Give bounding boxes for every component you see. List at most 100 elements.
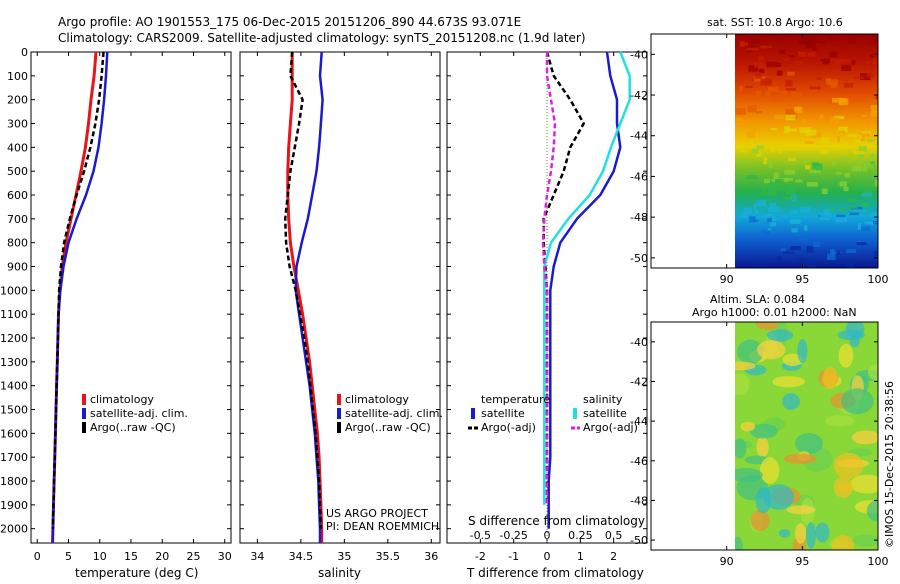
sst-cell <box>844 145 849 148</box>
x-tick-label: 10 <box>93 550 107 563</box>
sst-cell <box>789 219 801 223</box>
sst-cell <box>754 203 766 207</box>
lat-tick-label: -46 <box>630 455 648 468</box>
sst-cell <box>746 50 753 53</box>
sst-cell <box>836 214 846 218</box>
sst-cell <box>743 94 751 99</box>
sst-cell <box>820 149 828 155</box>
x-tick-label: 0 <box>544 550 551 563</box>
sst-cell <box>876 188 878 191</box>
sst-cell <box>757 65 767 68</box>
lat-tick-label: -44 <box>630 130 648 143</box>
sst-cell <box>798 51 806 57</box>
sla-cell <box>851 430 878 445</box>
sla-cell <box>805 522 816 549</box>
lat-tick-label: -50 <box>630 534 648 547</box>
t-difference-axis-label: T difference from climatology <box>466 566 644 580</box>
sst-cell <box>775 34 786 38</box>
lat-tick-label: -46 <box>630 170 648 183</box>
sst-cell <box>836 171 842 175</box>
sst-cell <box>758 68 765 74</box>
sst-cell <box>807 52 816 57</box>
sst-cell <box>851 165 862 172</box>
sst-cell <box>875 95 878 100</box>
sla-cell <box>845 322 865 338</box>
x-tick-label: -1 <box>508 550 519 563</box>
sst-cell <box>770 186 783 191</box>
x-tick-label: 5 <box>65 550 72 563</box>
lat-tick-label: -40 <box>630 336 648 349</box>
x-tick-label: 25 <box>187 550 201 563</box>
sst-cell <box>870 111 878 117</box>
x-tick-label: 34 <box>250 550 264 563</box>
sst-cell <box>771 179 775 183</box>
sst-cell <box>770 216 780 221</box>
depth-tick-label: 1100 <box>0 308 28 321</box>
sst-cell <box>847 266 855 268</box>
sst-cell <box>807 265 815 268</box>
sst-cell <box>843 82 853 88</box>
sst-cell <box>848 37 856 44</box>
sst-cell <box>838 126 848 133</box>
sst-texture <box>735 34 878 268</box>
salinity-series <box>283 51 324 543</box>
sla-cell <box>735 536 744 550</box>
salinity-legend: climatology satellite-adj. clim. Argo(..… <box>337 393 443 434</box>
x-tick-label: 20 <box>155 550 169 563</box>
sst-cell <box>816 77 822 80</box>
sst-cell <box>854 76 865 79</box>
sst-cell <box>737 64 745 71</box>
sla-cell <box>786 505 816 515</box>
satellite-line <box>51 51 109 544</box>
sla-cell <box>783 453 817 464</box>
temperature-series <box>51 51 109 544</box>
sst-cell <box>809 169 817 174</box>
sst-cell <box>799 127 812 134</box>
sst-cell <box>830 59 841 62</box>
sla-cell <box>866 500 878 522</box>
sst-cell <box>812 46 817 51</box>
sst-cell <box>828 35 834 40</box>
sla-cell <box>737 339 764 365</box>
legend-label-argo: Argo(..raw -QC) <box>345 421 431 434</box>
sst-cell <box>804 36 815 42</box>
lon-tick-label: 100 <box>868 555 889 568</box>
sst-cell <box>773 258 779 264</box>
sst-cell <box>790 246 801 251</box>
sst-cell <box>755 261 767 264</box>
argo-line <box>283 51 323 529</box>
sst-cell <box>825 78 831 85</box>
temperature-panel <box>30 51 232 544</box>
s-tick-label: 0.5 <box>605 529 623 542</box>
sst-cell <box>769 222 777 227</box>
sst-cell <box>753 204 757 210</box>
sst-cell <box>853 151 865 155</box>
sst-cell <box>749 216 756 223</box>
sst-cell <box>849 212 859 216</box>
sst-cell <box>760 45 772 49</box>
sla-cell <box>838 343 854 368</box>
sst-cell <box>755 90 761 98</box>
sst-cell <box>869 69 875 72</box>
sst-cell <box>830 117 839 124</box>
sst-cell <box>802 119 807 123</box>
sst-cell <box>741 213 747 219</box>
sla-cell <box>755 487 772 514</box>
sst-cell <box>809 86 821 90</box>
sst-cell <box>736 118 743 121</box>
sst-cell <box>805 165 811 170</box>
legend-label-s-argo: Argo(-adj) <box>583 421 638 434</box>
sst-cell <box>876 208 878 211</box>
sst-cell <box>746 175 758 180</box>
sst-cell <box>867 139 875 142</box>
sst-cell <box>823 209 832 216</box>
sst-cell <box>735 107 746 115</box>
sst-cell <box>854 139 861 143</box>
sst-cell <box>836 250 841 255</box>
depth-tick-label: 200 <box>7 94 28 107</box>
sst-cell <box>776 178 784 183</box>
climatology-line <box>286 52 324 543</box>
sst-cell <box>868 41 878 45</box>
depth-tick-label: 800 <box>7 237 28 250</box>
sst-cell <box>735 146 744 150</box>
